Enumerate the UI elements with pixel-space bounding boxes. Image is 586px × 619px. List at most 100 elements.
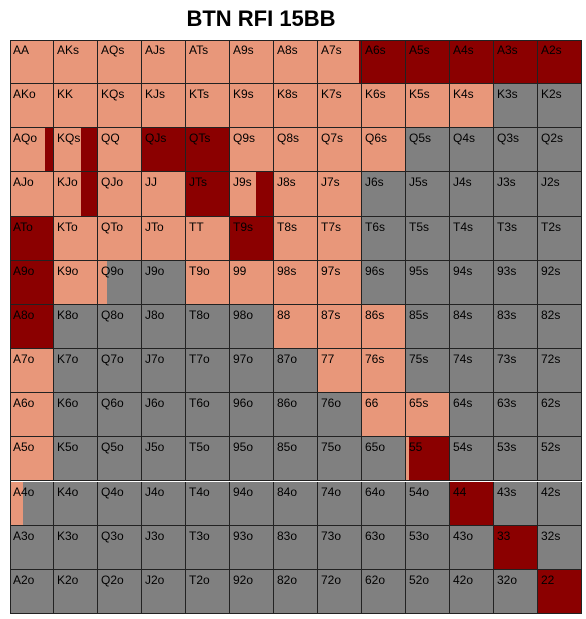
- hand-label: 32o: [497, 572, 518, 587]
- hand-label: QJo: [101, 175, 124, 190]
- hand-label: 42s: [541, 484, 561, 499]
- hand-cell-A7o: A7o: [10, 349, 54, 394]
- hand-cell-K7o: K7o: [54, 349, 98, 394]
- hand-label: T9o: [189, 263, 210, 278]
- hand-cell-98o: 98o: [230, 304, 274, 350]
- hand-cell-T5s: T5s: [406, 216, 450, 261]
- raise-segment: [318, 40, 359, 84]
- hand-label: 76s: [365, 352, 385, 367]
- hand-cell-84s: 84s: [450, 304, 494, 350]
- hand-label: 53s: [497, 440, 517, 455]
- hand-cell-K9s: K9s: [230, 84, 274, 129]
- hand-label: 84o: [277, 484, 298, 499]
- hand-cell-73o: 73o: [318, 525, 362, 570]
- hand-label: T6o: [189, 396, 210, 411]
- hand-range-grid: AA AKs AQs AJs ATs A9s A8s A7s A6s A5s A4s A3s A2s AK…: [10, 40, 582, 614]
- hand-cell-T7o: T7o: [186, 349, 230, 394]
- hand-cell-95o: 95o: [230, 437, 274, 482]
- hand-label: A2o: [13, 572, 35, 587]
- shove-segment: [80, 128, 97, 172]
- hand-label: 74s: [453, 352, 473, 367]
- hand-label: T7s: [321, 219, 342, 234]
- hand-label: Q9o: [101, 263, 124, 278]
- hand-label: J3s: [497, 175, 516, 190]
- raise-segment: [54, 128, 81, 172]
- hand-label: 42o: [453, 572, 474, 587]
- hand-cell-J5o: J5o: [142, 437, 186, 482]
- raise-segment: [362, 349, 405, 393]
- hand-label: K7s: [321, 87, 342, 102]
- hand-cell-Q3s: Q3s: [494, 128, 538, 173]
- raise-segment: [98, 260, 107, 304]
- hand-cell-77: 77: [318, 349, 362, 394]
- raise-segment: [10, 172, 53, 216]
- hand-label: 98s: [277, 263, 297, 278]
- hand-cell-J7s: J7s: [318, 172, 362, 217]
- hand-cell-A9o: A9o: [10, 260, 54, 305]
- hand-cell-J7o: J7o: [142, 349, 186, 394]
- raise-segment: [10, 393, 53, 437]
- hand-cell-T8o: T8o: [186, 304, 230, 350]
- hand-label: 65o: [365, 440, 386, 455]
- hand-label: Q6o: [101, 396, 124, 411]
- hand-cell-99: 99: [230, 260, 274, 305]
- hand-label: 33: [497, 528, 511, 543]
- hand-cell-QJs: QJs: [142, 128, 186, 173]
- hand-label: A6o: [13, 396, 35, 411]
- hand-label: T4s: [453, 219, 474, 234]
- raise-segment: [274, 128, 317, 172]
- hand-cell-TT: TT: [186, 216, 230, 261]
- hand-label: 43o: [453, 528, 474, 543]
- hand-cell-42o: 42o: [450, 569, 494, 614]
- hand-label: 86o: [277, 396, 298, 411]
- shove-segment: [81, 172, 97, 216]
- hand-label: J4o: [145, 484, 165, 499]
- hand-label: J6s: [365, 175, 384, 190]
- hand-label: T7o: [189, 352, 210, 367]
- hand-label: 72o: [321, 572, 342, 587]
- hand-label: Q9s: [233, 131, 256, 146]
- hand-label: Q5o: [101, 440, 124, 455]
- hand-label: T6s: [365, 219, 386, 234]
- hand-label: TT: [189, 219, 204, 234]
- hand-cell-Q2o: Q2o: [98, 569, 142, 614]
- hand-cell-76o: 76o: [318, 393, 362, 438]
- raise-segment: [142, 216, 185, 260]
- hand-cell-J4o: J4o: [142, 481, 186, 526]
- hand-cell-44: 44: [450, 481, 494, 526]
- hand-cell-K2s: K2s: [538, 84, 582, 129]
- hand-cell-T4o: T4o: [186, 481, 230, 526]
- hand-cell-J8o: J8o: [142, 304, 186, 350]
- hand-label: 32s: [541, 528, 561, 543]
- hand-cell-JTo: JTo: [142, 216, 186, 261]
- raise-segment: [450, 84, 493, 128]
- raise-segment: [54, 216, 97, 260]
- raise-segment: [274, 304, 317, 349]
- hand-label: Q7s: [321, 131, 344, 146]
- raise-segment: [186, 40, 229, 84]
- hand-cell-32o: 32o: [494, 569, 538, 614]
- hand-label: 85o: [277, 440, 298, 455]
- hand-label: A7o: [13, 352, 35, 367]
- hand-cell-K4o: K4o: [54, 481, 98, 526]
- raise-segment: [230, 84, 273, 128]
- chart-title: BTN RFI 15BB: [186, 6, 336, 31]
- hand-cell-A6o: A6o: [10, 393, 54, 438]
- shove-segment: [142, 128, 185, 172]
- hand-cell-ATs: ATs: [186, 40, 230, 85]
- hand-cell-A7s: A7s: [318, 40, 362, 85]
- raise-segment: [10, 40, 53, 84]
- hand-cell-QJo: QJo: [98, 172, 142, 217]
- hand-cell-72s: 72s: [538, 349, 582, 394]
- hand-label: 72s: [541, 352, 561, 367]
- shove-segment: [10, 216, 53, 260]
- hand-label: 63s: [497, 396, 517, 411]
- hand-cell-AKo: AKo: [10, 84, 54, 129]
- hand-label: 73o: [321, 528, 342, 543]
- hand-label: 94o: [233, 484, 254, 499]
- hand-cell-75s: 75s: [406, 349, 450, 394]
- hand-label: KK: [57, 87, 74, 102]
- hand-cell-J5s: J5s: [406, 172, 450, 217]
- hand-label: Q8o: [101, 307, 124, 322]
- hand-label: J9s: [233, 175, 252, 190]
